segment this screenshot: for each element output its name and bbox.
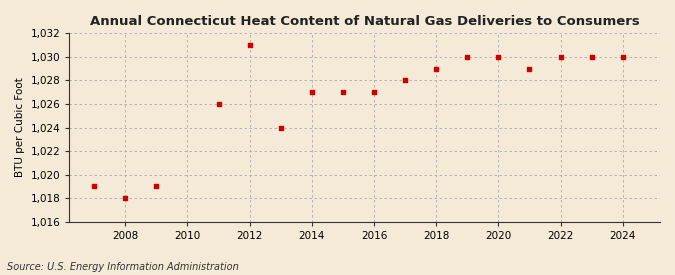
Point: [89, 184, 100, 189]
Point: [493, 55, 504, 59]
Point: [586, 55, 597, 59]
Point: [555, 55, 566, 59]
Point: [369, 90, 379, 94]
Text: Source: U.S. Energy Information Administration: Source: U.S. Energy Information Administ…: [7, 262, 238, 272]
Point: [618, 55, 628, 59]
Point: [244, 43, 255, 47]
Point: [462, 55, 472, 59]
Point: [151, 184, 162, 189]
Point: [120, 196, 131, 200]
Point: [400, 78, 410, 82]
Point: [306, 90, 317, 94]
Y-axis label: BTU per Cubic Foot: BTU per Cubic Foot: [15, 78, 25, 177]
Point: [524, 67, 535, 71]
Title: Annual Connecticut Heat Content of Natural Gas Deliveries to Consumers: Annual Connecticut Heat Content of Natur…: [90, 15, 639, 28]
Point: [431, 67, 441, 71]
Point: [213, 102, 224, 106]
Point: [338, 90, 348, 94]
Point: [275, 125, 286, 130]
